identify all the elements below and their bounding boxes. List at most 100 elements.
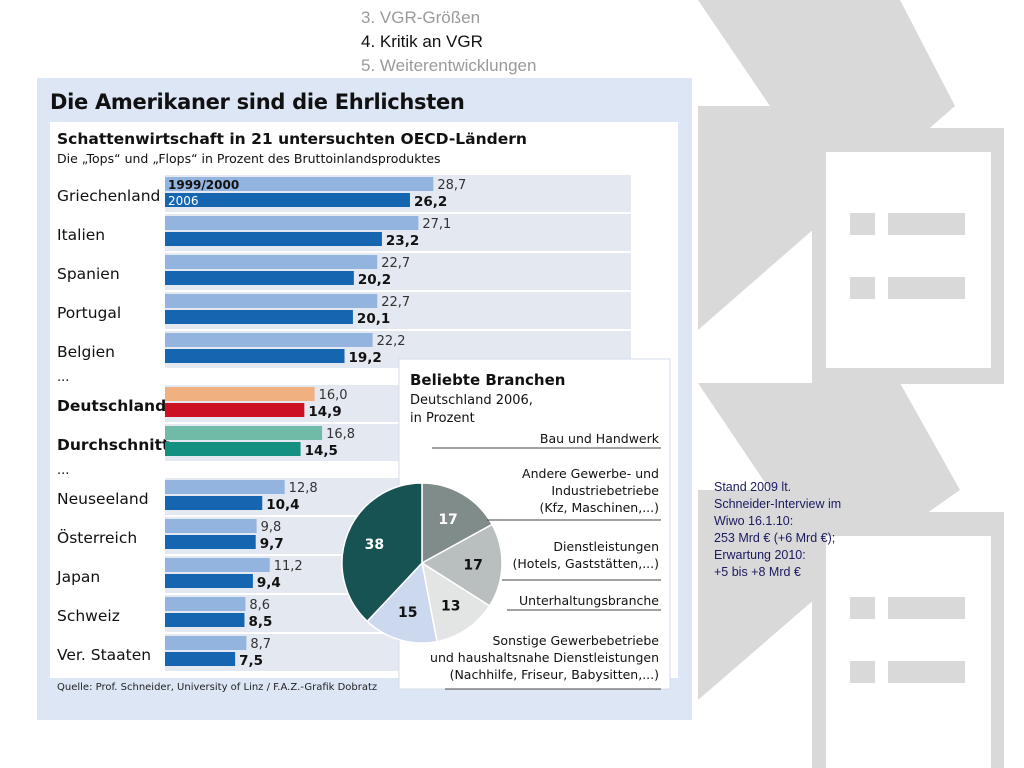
bar-1999-2000 <box>165 480 285 494</box>
data-label-2006: 26,2 <box>414 194 447 210</box>
pie-legend-label: (Kfz, Maschinen,...) <box>539 500 659 515</box>
data-label-2006: 9,4 <box>257 575 281 591</box>
data-label-1999-2000: 9,8 <box>261 520 282 535</box>
data-label-1999-2000: 11,2 <box>274 559 303 574</box>
data-label-2006: 8,5 <box>248 614 272 630</box>
pie-slice <box>420 523 503 607</box>
bar-1999-2000 <box>165 597 246 611</box>
pie-legend-label: Industriebetriebe <box>551 483 659 498</box>
category-label: Durchschnitt <box>57 436 170 454</box>
pie-legend-label: Dienstleistungen <box>553 539 659 554</box>
data-label-1999-2000: 8,6 <box>249 598 270 613</box>
deco-chevron-shape <box>698 490 960 700</box>
category-label: Ver. Staaten <box>57 646 151 664</box>
agenda-item-vgr-groessen[interactable]: 3. VGR-Größen <box>361 8 481 27</box>
ellipsis-row-label: ... <box>57 463 69 478</box>
agenda-item-kritik-an-vgr[interactable]: 4. Kritik an VGR <box>361 32 483 51</box>
data-label-2006: 23,2 <box>386 233 419 249</box>
data-label-1999-2000: 16,8 <box>326 427 355 442</box>
note-line: +5 bis +8 Mrd € <box>714 565 801 579</box>
bar-2006 <box>165 310 353 324</box>
bar-1999-2000 <box>165 387 315 401</box>
deco-chevron-shape <box>698 0 955 106</box>
category-label: Spanien <box>57 265 120 283</box>
pie-slice-label: 38 <box>365 537 384 553</box>
pie-legend-label: Bau und Handwerk <box>540 431 660 446</box>
bar-2006 <box>165 574 253 588</box>
pie-chart-subtitle: Deutschland 2006, <box>410 393 533 408</box>
bar-1999-2000 <box>165 333 373 347</box>
data-label-1999-2000: 16,0 <box>319 388 348 403</box>
pie-legend-label: Unterhaltungsbranche <box>519 593 659 608</box>
data-label-2006: 14,5 <box>305 443 338 459</box>
bar-1999-2000 <box>165 255 378 269</box>
pie-slice <box>420 561 491 643</box>
pie-slice <box>366 561 438 644</box>
pie-legend-label: Sonstige Gewerbebetriebe <box>493 633 660 648</box>
data-label-1999-2000: 22,7 <box>381 256 410 271</box>
deco-chevron-shape <box>698 383 960 490</box>
category-label: Schweiz <box>57 607 120 625</box>
bar-2006 <box>165 496 263 510</box>
data-label-2006: 20,2 <box>358 272 391 288</box>
data-label-2006: 10,4 <box>266 497 299 513</box>
bar-chart-subtitle: Die „Tops“ und „Flops“ in Prozent des Br… <box>57 151 441 166</box>
pie-legend-label: Andere Gewerbe- und <box>522 466 659 481</box>
category-label: Deutschland <box>57 397 166 415</box>
pie-legend-label: und haushaltsnahe Dienstleistungen <box>430 650 659 665</box>
pie-chart-title: Beliebte Branchen <box>410 371 565 389</box>
data-label-1999-2000: 28,7 <box>437 178 466 193</box>
bar-2006 <box>165 613 245 627</box>
data-label-1999-2000: 22,7 <box>381 295 410 310</box>
note-line: 253 Mrd € (+6 Mrd €); <box>714 531 836 545</box>
bar-2006 <box>165 442 301 456</box>
pie-slice-label: 15 <box>398 605 417 621</box>
bar-1999-2000 <box>165 558 270 572</box>
data-label-1999-2000: 27,1 <box>422 217 451 232</box>
note-line: Erwartung 2010: <box>714 548 806 562</box>
category-label: Italien <box>57 226 105 244</box>
data-label-1999-2000: 8,7 <box>250 637 271 652</box>
pie-slice-label: 17 <box>438 512 457 528</box>
infographic: Die Amerikaner sind die Ehrlichsten Scha… <box>37 78 692 720</box>
bar-2006 <box>165 535 256 549</box>
document-icon <box>812 128 1004 384</box>
note-line: Stand 2009 lt. <box>714 480 792 494</box>
data-label-2006: 20,1 <box>357 311 390 327</box>
note-line: Schneider-Interview im <box>714 497 842 511</box>
chart-canvas: Schattenwirtschaft in 21 untersuchten OE… <box>50 122 678 690</box>
bar-1999-2000 <box>165 216 419 230</box>
bar-chart-title: Schattenwirtschaft in 21 untersuchten OE… <box>57 130 527 148</box>
document-icon <box>812 512 1004 768</box>
category-label: Österreich <box>57 528 137 547</box>
category-label: Belgien <box>57 343 115 361</box>
category-label: Portugal <box>57 304 121 322</box>
data-label-2006: 7,5 <box>239 653 263 669</box>
data-label-2006: 14,9 <box>308 404 341 420</box>
pie-slice <box>341 482 423 623</box>
data-label-1999-2000: 22,2 <box>377 334 406 349</box>
agenda-item-weiterentwicklungen[interactable]: 5. Weiterentwicklungen <box>361 56 537 75</box>
category-label: Griechenland <box>57 187 160 205</box>
bar-2006 <box>165 349 345 363</box>
bar-2006 <box>165 652 236 666</box>
bar-1999-2000 <box>165 636 247 650</box>
data-label-2006: 19,2 <box>349 350 382 366</box>
bar-2006 <box>165 193 410 207</box>
source-note: Quelle: Prof. Schneider, University of L… <box>57 682 378 693</box>
infographic-title: Die Amerikaner sind die Ehrlichsten <box>50 90 465 114</box>
data-label-2006: 9,7 <box>260 536 284 552</box>
bar-1999-2000 <box>165 426 323 440</box>
data-label-1999-2000: 12,8 <box>289 481 318 496</box>
pie-legend-label: (Nachhilfe, Friseur, Babysitten,...) <box>450 667 659 682</box>
bar-1999-2000 <box>165 519 257 533</box>
bar-1999-2000 <box>165 294 378 308</box>
legend-label-2006: 2006 <box>168 194 199 208</box>
bar-2006 <box>165 271 354 285</box>
bar-1999-2000 <box>165 177 434 191</box>
deco-chevron-shape <box>698 106 955 330</box>
bar-2006 <box>165 403 305 417</box>
category-label: Neuseeland <box>57 490 149 508</box>
legend-label-1999-2000: 1999/2000 <box>168 178 239 192</box>
